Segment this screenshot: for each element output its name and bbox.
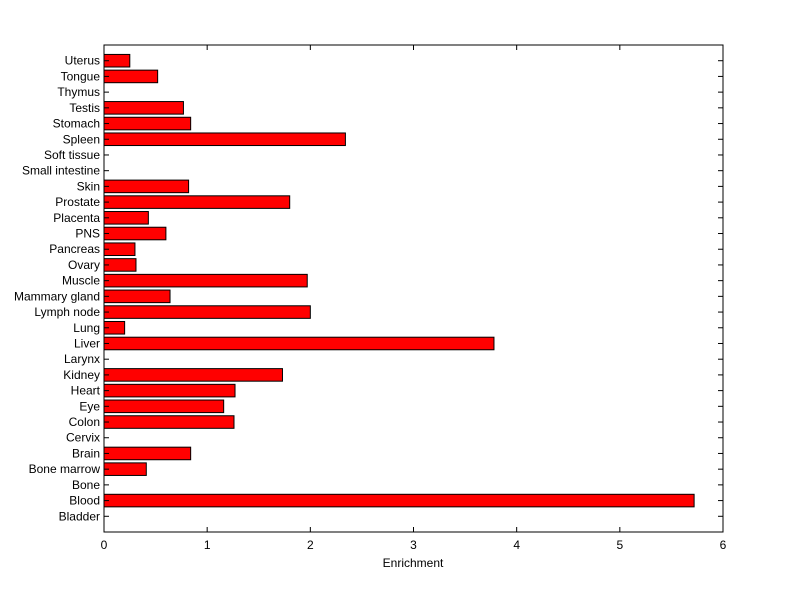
y-tick-label: Liver <box>74 336 100 350</box>
y-tick-label: Muscle <box>62 274 100 288</box>
plot-frame <box>103 44 724 533</box>
x-tick-label: 6 <box>720 538 727 552</box>
y-tick-label: Testis <box>69 101 100 115</box>
y-tick-label: Mammary gland <box>14 289 100 303</box>
x-ticks-group: 0 1 2 3 4 5 6 <box>101 45 727 552</box>
bar-pns <box>103 226 167 241</box>
bar-heart <box>103 383 236 398</box>
plot-area <box>104 45 723 532</box>
y-tick-label: Brain <box>72 446 100 460</box>
y-tick-label: Blood <box>69 494 100 508</box>
y-tick-label: Lymph node <box>34 305 100 319</box>
bar-lymph-node <box>103 305 311 319</box>
x-tick-label: 5 <box>616 538 623 552</box>
bar-liver <box>103 336 495 351</box>
y-tick-label: Heart <box>71 384 101 398</box>
y-tick-label: PNS <box>75 227 100 241</box>
y-tick-label: Bladder <box>59 509 100 523</box>
bar-tongue <box>103 69 159 84</box>
y-tick-label: Bone <box>72 478 100 492</box>
y-tick-label: Prostate <box>55 195 100 209</box>
bar-kidney <box>103 368 283 382</box>
y-tick-label: Larynx <box>64 352 100 366</box>
y-tick-label: Soft tissue <box>44 148 100 162</box>
bar-blood <box>103 493 695 508</box>
bar-brain <box>103 446 192 461</box>
y-tick-label: Ovary <box>68 258 100 272</box>
y-tick-label: Thymus <box>57 85 100 99</box>
bar-testis <box>103 101 184 115</box>
x-tick-label: 0 <box>101 538 108 552</box>
bar-colon <box>103 415 235 429</box>
bar-placenta <box>103 211 149 225</box>
y-tick-label: Colon <box>69 415 100 429</box>
bar-eye <box>103 399 225 414</box>
y-tick-label: Cervix <box>66 431 100 445</box>
y-tick-label: Pancreas <box>49 242 100 256</box>
y-tick-label: Stomach <box>53 117 100 131</box>
y-tick-label: Kidney <box>63 368 100 382</box>
y-tick-label: Spleen <box>63 132 100 146</box>
bar-stomach <box>103 116 192 131</box>
y-tick-label: Placenta <box>53 211 100 225</box>
x-tick-label: 1 <box>204 538 211 552</box>
bar-prostate <box>103 195 291 209</box>
x-tick-label: 4 <box>513 538 520 552</box>
y-tick-label: Uterus <box>65 54 100 68</box>
x-tick-label: 3 <box>410 538 417 552</box>
y-tick-label: Small intestine <box>22 164 100 178</box>
y-tick-label: Eye <box>79 399 100 413</box>
bar-mammary-gland <box>103 289 171 304</box>
x-tick-label: 2 <box>307 538 314 552</box>
bar-muscle <box>103 273 308 288</box>
bar-skin <box>103 179 190 194</box>
x-axis-label: Enrichment <box>383 556 444 570</box>
y-tick-label: Lung <box>73 321 100 335</box>
y-tick-label: Tongue <box>61 69 101 83</box>
y-tick-label: Bone marrow <box>29 462 101 476</box>
y-tick-label: Skin <box>77 179 100 193</box>
bar-spleen <box>103 132 346 147</box>
bar-bone-marrow <box>103 462 147 476</box>
